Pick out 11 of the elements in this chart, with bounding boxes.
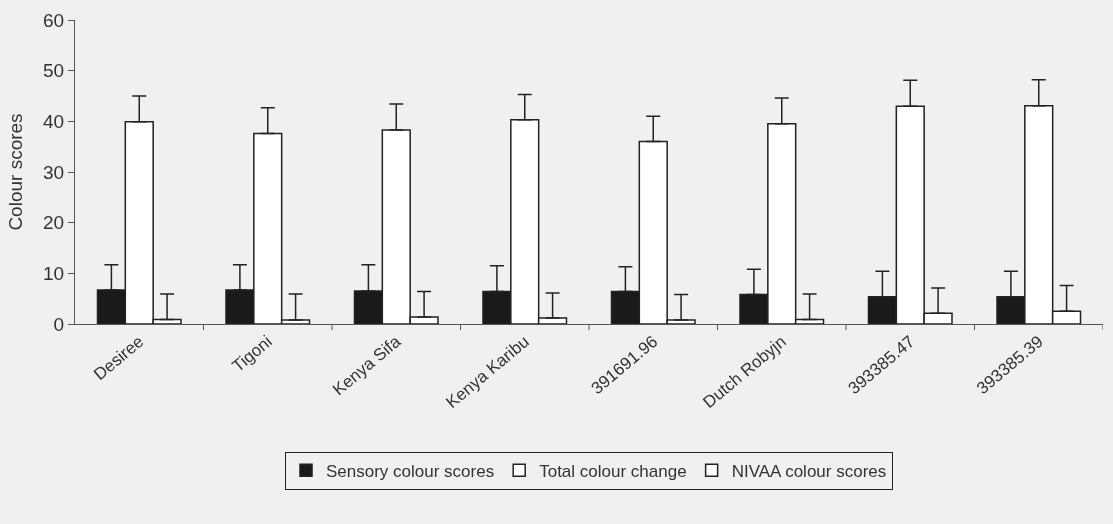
y-tick-label: 20 [43,212,65,234]
y-axis-title: Colour scores [4,113,26,231]
legend-label: Sensory colour scores [326,461,495,481]
y-tick-label: 10 [43,262,65,284]
legend-label: NIVAA colour scores [731,461,887,481]
y-tick-label: 0 [53,313,65,335]
legend-label: Total colour change [539,461,687,481]
y-tick-label: 30 [43,161,65,183]
y-tick-label: 40 [43,110,65,132]
y-tick-label: 50 [43,60,65,82]
y-tick-label: 60 [43,9,65,31]
